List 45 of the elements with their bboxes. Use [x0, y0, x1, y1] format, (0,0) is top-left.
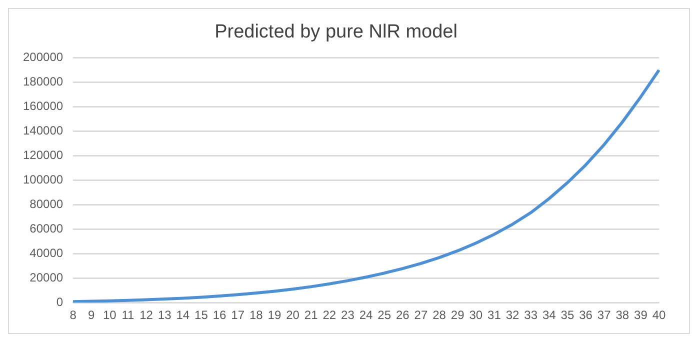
x-tick-label: 22: [322, 308, 336, 322]
x-tick-label: 31: [488, 308, 502, 322]
x-tick-label: 13: [158, 308, 172, 322]
x-tick-label: 36: [579, 308, 593, 322]
x-tick-label: 15: [194, 308, 208, 322]
x-tick-label: 27: [414, 308, 428, 322]
y-tick-label: 60000: [30, 221, 64, 236]
y-tick-label: 120000: [22, 148, 64, 162]
x-tick-label: 38: [616, 308, 630, 322]
y-tick-label: 100000: [22, 172, 64, 187]
x-tick-label: 18: [249, 308, 264, 322]
x-tick-label: 23: [341, 308, 355, 322]
x-tick-label: 39: [634, 308, 648, 322]
y-tick-label: 140000: [22, 124, 64, 138]
x-tick-label: 21: [304, 308, 318, 322]
x-tick-label: 20: [286, 308, 300, 322]
y-tick-label: 40000: [30, 246, 64, 260]
x-tick-label: 24: [359, 308, 374, 322]
y-tick-label: 200000: [22, 50, 64, 64]
x-tick-label: 30: [469, 308, 483, 322]
x-tick-label: 19: [268, 308, 282, 322]
x-tick-label: 40: [652, 308, 666, 322]
x-tick-label: 17: [231, 308, 245, 322]
x-tick-label: 29: [450, 308, 465, 322]
x-tick-label: 35: [560, 308, 574, 322]
x-tick-label: 28: [432, 308, 446, 322]
y-tick-label: 80000: [30, 196, 64, 211]
x-tick-label: 9: [88, 308, 96, 322]
x-tick-label: 32: [506, 308, 520, 322]
x-tick-label: 34: [542, 308, 556, 322]
x-tick-label: 16: [212, 308, 227, 322]
x-tick-label: 12: [140, 308, 154, 322]
x-tick-label: 10: [102, 308, 117, 322]
chart-title: Predicted by pure NlR model: [214, 22, 458, 43]
x-tick-label: 33: [524, 308, 538, 322]
x-tick-label: 26: [396, 308, 410, 322]
x-tick-label: 8: [70, 308, 77, 322]
x-tick-label: 11: [122, 308, 135, 322]
y-tick-label: 20000: [30, 270, 64, 284]
y-tick-label: 180000: [22, 74, 64, 89]
y-tick-label: 0: [56, 294, 64, 309]
y-tick-label: 160000: [22, 99, 64, 114]
x-tick-label: 14: [176, 308, 190, 322]
x-tick-label: 37: [597, 308, 612, 322]
x-tick-label: 25: [378, 308, 392, 322]
